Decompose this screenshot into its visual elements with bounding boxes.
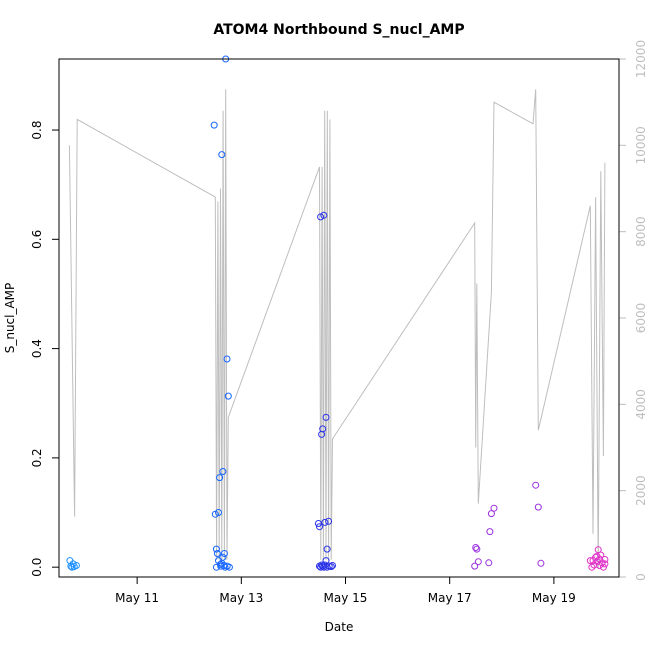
x-tick-label: May 11 <box>115 591 159 605</box>
data-point <box>485 559 493 567</box>
data-point <box>316 523 323 531</box>
data-point <box>212 563 220 571</box>
axes: May 11 May 13 May 15 May 17 May 19 0.0 0.2 0.4 0… <box>30 40 648 605</box>
data-point <box>486 528 494 536</box>
data-point <box>210 121 218 129</box>
data-point <box>474 558 482 566</box>
data-point <box>72 562 80 569</box>
y2-tick-label: 8000 <box>634 216 648 247</box>
y2-tick-label: 10000 <box>634 126 648 164</box>
data-point <box>473 545 481 553</box>
data-point <box>213 550 221 557</box>
data-point <box>599 563 607 571</box>
data-point <box>534 503 542 511</box>
y-tick-label: 0.2 <box>30 448 44 467</box>
data-point <box>224 392 232 400</box>
data-point <box>490 504 498 512</box>
y-tick-label: 0.0 <box>30 558 44 577</box>
x-tick-label: May 13 <box>219 591 263 605</box>
data-points <box>66 55 609 571</box>
data-point <box>597 551 605 559</box>
x-tick-label: May 19 <box>532 591 576 605</box>
y-tick-label: 0.4 <box>30 339 44 358</box>
data-point <box>586 557 594 565</box>
y2-tick-label: 6000 <box>634 303 648 334</box>
data-point <box>588 563 596 571</box>
data-point <box>325 517 333 525</box>
data-point <box>327 563 335 571</box>
data-point <box>218 559 226 567</box>
data-point <box>321 518 329 526</box>
plot-frame <box>58 58 620 578</box>
data-point <box>212 545 220 553</box>
data-point <box>215 509 222 516</box>
data-point <box>322 413 330 421</box>
data-point <box>487 510 495 518</box>
chart-title: ATOM4 Northbound S_nucl_AMP <box>213 22 464 38</box>
y2-tick-label: 2000 <box>634 475 648 506</box>
x-tick-label: May 15 <box>324 591 368 605</box>
data-point <box>329 562 336 569</box>
y2-tick-label: 4000 <box>634 389 648 420</box>
data-point <box>321 561 329 569</box>
right-axis-series <box>68 89 606 569</box>
data-point <box>532 481 540 489</box>
data-point <box>220 550 228 557</box>
data-point <box>596 555 603 563</box>
x-tick-label: May 17 <box>428 591 472 605</box>
series-line <box>68 89 606 569</box>
data-point <box>471 562 479 570</box>
y2-tick-label: 0 <box>634 573 648 581</box>
data-point <box>537 559 545 567</box>
data-point <box>320 211 328 219</box>
data-point <box>219 468 227 475</box>
data-point <box>322 557 330 565</box>
data-point <box>594 546 602 554</box>
x-axis-label: Date <box>325 620 354 634</box>
data-point <box>601 560 609 568</box>
data-point <box>216 474 224 482</box>
data-point <box>472 544 480 551</box>
data-point <box>314 520 322 527</box>
data-point <box>218 151 226 159</box>
data-point <box>220 562 228 569</box>
data-point <box>323 545 331 553</box>
y-tick-label: 0.8 <box>30 120 44 139</box>
data-point <box>319 425 327 433</box>
data-point <box>223 355 231 363</box>
data-point <box>601 556 609 563</box>
y-tick-label: 0.6 <box>30 230 44 249</box>
y2-tick-label: 12000 <box>634 40 648 78</box>
y-axis-label: S_nucl_AMP <box>3 283 17 354</box>
data-point <box>219 553 227 561</box>
